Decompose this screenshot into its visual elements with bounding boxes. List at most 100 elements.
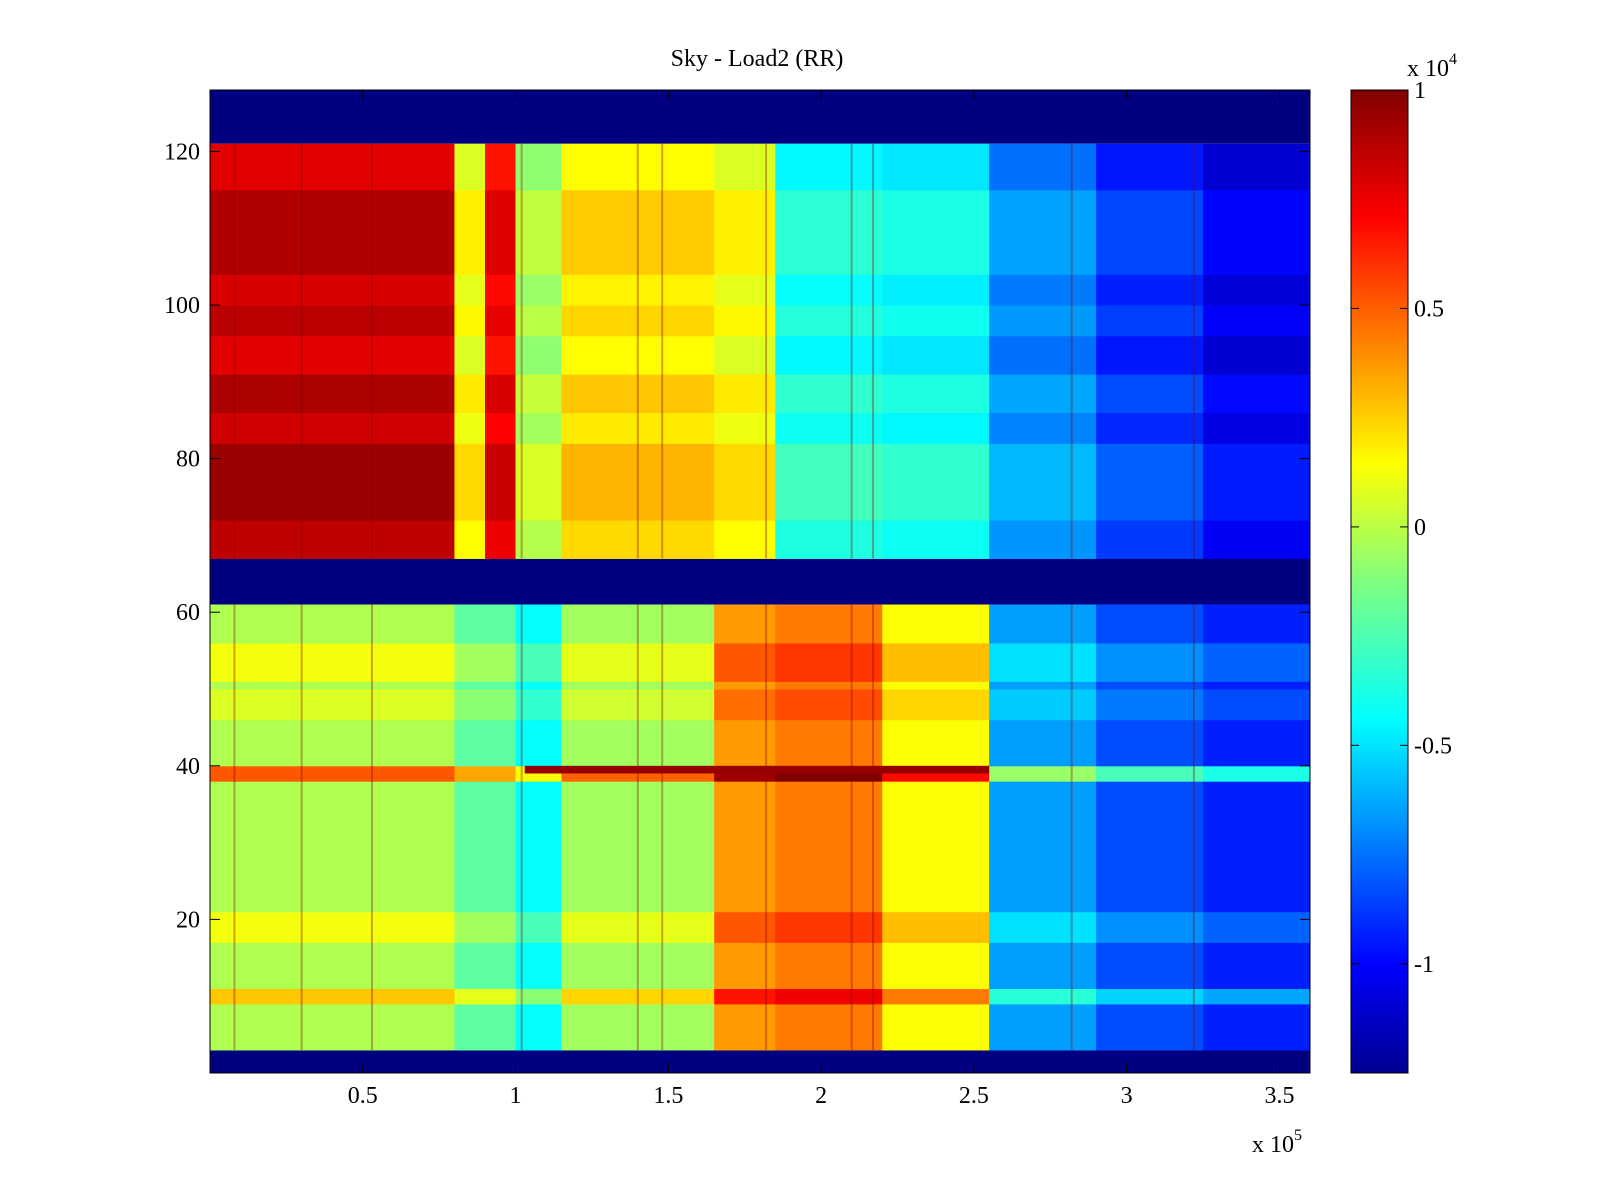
upper-band-cell [775,274,883,306]
lower-band-cell [1203,719,1310,767]
lower-band-cell [515,681,562,690]
lower-band-cell [210,942,455,990]
upper-band-cell [485,374,517,414]
upper-band-cell [775,412,883,444]
lower-band-cell [561,781,715,913]
upper-band-cell [454,305,486,337]
upper-band-cell [1096,412,1204,444]
lower-band-cell [515,719,562,767]
x-tick-label: 3.5 [1264,1083,1294,1109]
lower-band-cell [989,1011,1097,1051]
lower-band-cell [515,1003,562,1013]
colorbar-tick-label: -1 [1414,952,1434,978]
lower-band-cell [561,1011,715,1051]
lower-band-cell [454,765,517,782]
lower-band-cell [714,689,776,721]
lower-band-cell [1203,642,1310,682]
nodata-band [210,90,1310,144]
lower-band-cell [561,642,715,682]
upper-band-cell [561,189,715,275]
lower-band-cell [1203,911,1310,943]
y-tick-label: 60 [176,600,200,626]
upper-band-cell [210,305,455,337]
lower-band-cell [210,765,455,782]
lower-band-cell [775,942,883,990]
upper-band-cell [775,335,883,375]
upper-band-cell [714,274,776,306]
upper-band-cell [210,274,455,306]
upper-band-cell [1096,274,1204,306]
upper-band-cell [454,412,486,444]
lower-band-cell [989,765,1097,782]
lower-band-cell [210,1011,455,1051]
lower-band-cell [454,911,517,943]
upper-band-cell [561,274,715,306]
lower-band-cell [882,781,990,913]
upper-band-cell [989,520,1097,559]
upper-band-cell [454,443,486,521]
lower-band-cell [989,911,1097,943]
x-tick-label: 3 [1121,1083,1133,1109]
heatmap-image [210,90,1310,1073]
colorbar-tick-label: 1 [1414,78,1426,104]
nodata-band [210,1049,1310,1073]
y-tick-label: 100 [164,293,200,319]
lower-band-cell [561,942,715,990]
upper-band-cell [989,143,1097,191]
upper-band-cell [775,305,883,337]
lower-band-cell [775,681,883,690]
lower-band-cell [989,604,1097,644]
upper-band-cell [989,443,1097,521]
lower-band-cell [515,642,562,682]
lower-band-cell [561,689,715,721]
colorbar-tick-label: 0.5 [1414,296,1444,322]
upper-band-cell [515,443,562,521]
lower-band-cell [1203,942,1310,990]
lower-band-cell [515,1011,562,1051]
upper-band-cell [882,443,990,521]
upper-band-cell [210,335,455,375]
upper-band-cell [454,335,486,375]
upper-band-cell [882,305,990,337]
upper-band-cell [1203,412,1310,444]
upper-band-cell [485,335,517,375]
upper-band-cell [989,305,1097,337]
lower-band-cell [1203,604,1310,644]
lower-band-cell [989,942,1097,990]
upper-band-cell [454,143,486,191]
lower-band-cell [454,681,517,690]
lower-band-cell [210,1003,455,1013]
upper-band-cell [561,305,715,337]
lower-band-cell [989,1003,1097,1013]
upper-band-cell [485,305,517,337]
upper-band-cell [1096,374,1204,414]
upper-band-cell [454,520,486,559]
upper-band-cell [989,335,1097,375]
upper-band-cell [989,374,1097,414]
upper-band-cell [515,374,562,414]
lower-band-cell [454,604,517,644]
lower-band-cell [714,681,776,690]
upper-band-cell [561,520,715,559]
upper-band-cell [714,374,776,414]
lower-band-cell [515,911,562,943]
y-tick-label: 120 [164,139,200,165]
plot-frame [209,89,1311,1074]
colorbar [1350,89,1409,1074]
colorbar-tick-label: 0 [1414,515,1426,541]
y-tick-label: 20 [176,907,200,933]
lower-band-cell [210,642,455,682]
lower-band-cell [1096,942,1204,990]
upper-band-cell [1203,374,1310,414]
y-axis: 20 40 60 80 100 120 [164,139,1310,933]
upper-band-cell [989,412,1097,444]
lower-band-cell [882,681,990,690]
upper-band-cell [714,520,776,559]
upper-band-cell [1203,443,1310,521]
lower-band-cell [210,988,455,1005]
upper-band-cell [454,274,486,306]
upper-band-cell [210,143,455,191]
lower-band-cell [515,942,562,990]
upper-band-cell [1203,189,1310,275]
lower-band-cell [714,911,776,943]
